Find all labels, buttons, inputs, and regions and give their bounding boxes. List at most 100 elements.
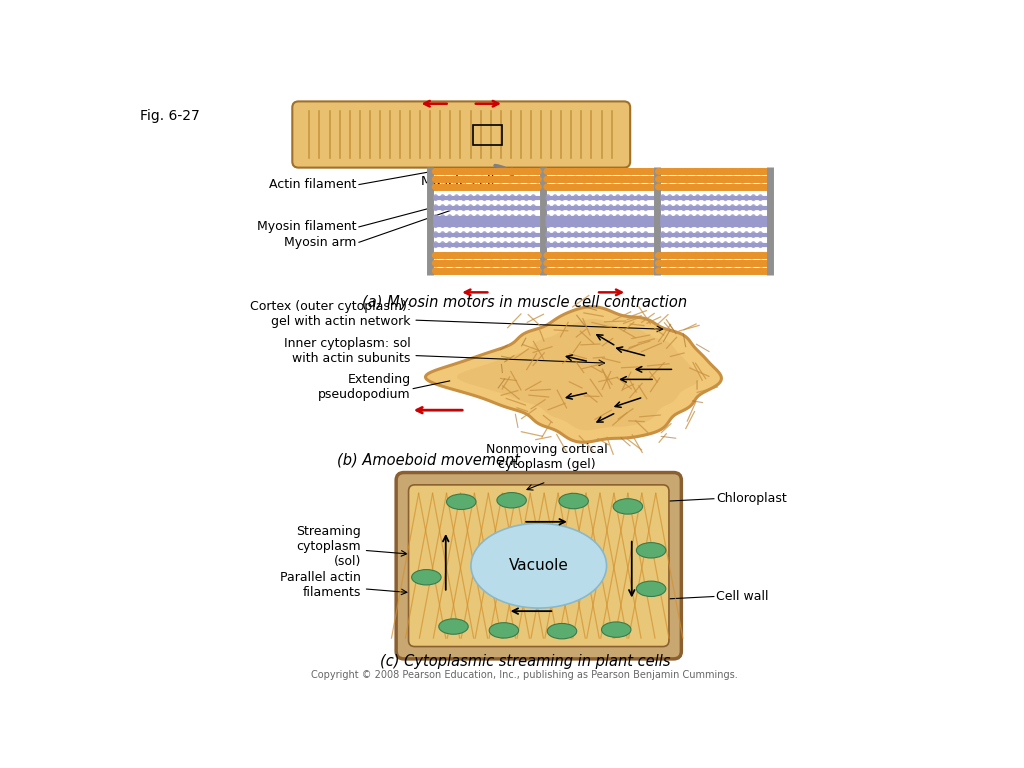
Ellipse shape (738, 184, 746, 190)
Ellipse shape (758, 267, 765, 274)
Ellipse shape (496, 221, 501, 228)
Ellipse shape (665, 252, 672, 259)
Ellipse shape (730, 221, 735, 228)
Ellipse shape (674, 176, 681, 183)
Ellipse shape (571, 176, 579, 183)
Ellipse shape (627, 184, 635, 190)
Ellipse shape (758, 252, 765, 259)
Ellipse shape (617, 168, 626, 175)
Ellipse shape (729, 184, 737, 190)
Ellipse shape (636, 217, 641, 224)
Ellipse shape (738, 176, 746, 183)
Ellipse shape (655, 184, 663, 190)
Ellipse shape (730, 231, 735, 238)
Ellipse shape (615, 221, 621, 228)
Ellipse shape (695, 214, 700, 221)
Ellipse shape (709, 204, 715, 211)
Ellipse shape (674, 204, 679, 211)
Ellipse shape (643, 241, 648, 248)
Ellipse shape (729, 252, 737, 259)
Ellipse shape (736, 214, 742, 221)
Ellipse shape (674, 221, 679, 228)
Ellipse shape (743, 221, 750, 228)
Ellipse shape (587, 231, 593, 238)
Ellipse shape (524, 168, 532, 175)
Ellipse shape (743, 241, 750, 248)
Ellipse shape (487, 176, 496, 183)
Ellipse shape (515, 184, 523, 190)
Ellipse shape (510, 217, 515, 224)
Ellipse shape (751, 231, 756, 238)
Ellipse shape (587, 204, 593, 211)
Ellipse shape (683, 184, 690, 190)
Ellipse shape (566, 204, 571, 211)
Ellipse shape (674, 231, 679, 238)
Ellipse shape (738, 252, 746, 259)
Ellipse shape (469, 252, 477, 259)
Ellipse shape (758, 231, 763, 238)
Ellipse shape (481, 194, 487, 201)
Ellipse shape (469, 176, 477, 183)
Ellipse shape (552, 231, 558, 238)
Ellipse shape (748, 252, 756, 259)
Ellipse shape (440, 241, 445, 248)
Ellipse shape (723, 217, 728, 224)
Ellipse shape (709, 194, 715, 201)
Ellipse shape (636, 241, 641, 248)
Ellipse shape (720, 176, 728, 183)
Ellipse shape (660, 194, 666, 201)
Ellipse shape (468, 214, 473, 221)
Ellipse shape (515, 267, 523, 274)
Ellipse shape (617, 176, 626, 183)
Ellipse shape (506, 168, 514, 175)
Ellipse shape (433, 221, 438, 228)
Ellipse shape (581, 221, 586, 228)
Ellipse shape (665, 176, 672, 183)
Ellipse shape (723, 204, 728, 211)
Ellipse shape (438, 619, 468, 634)
Ellipse shape (667, 204, 673, 211)
Ellipse shape (581, 267, 589, 274)
Ellipse shape (613, 498, 643, 514)
Ellipse shape (758, 194, 763, 201)
Ellipse shape (506, 176, 514, 183)
Ellipse shape (553, 260, 560, 266)
Ellipse shape (729, 168, 737, 175)
Ellipse shape (674, 217, 679, 224)
Ellipse shape (446, 217, 453, 224)
Ellipse shape (446, 221, 453, 228)
Ellipse shape (544, 184, 551, 190)
Ellipse shape (487, 184, 496, 190)
Ellipse shape (562, 176, 569, 183)
Ellipse shape (646, 184, 653, 190)
Ellipse shape (581, 214, 586, 221)
Ellipse shape (571, 168, 579, 175)
Ellipse shape (510, 204, 515, 211)
Ellipse shape (608, 260, 616, 266)
Ellipse shape (674, 252, 681, 259)
Ellipse shape (701, 241, 708, 248)
Ellipse shape (655, 267, 663, 274)
Ellipse shape (573, 241, 579, 248)
Ellipse shape (701, 194, 708, 201)
Ellipse shape (506, 252, 514, 259)
Ellipse shape (530, 221, 536, 228)
Ellipse shape (751, 214, 756, 221)
Ellipse shape (552, 241, 558, 248)
Ellipse shape (601, 217, 606, 224)
Ellipse shape (506, 267, 514, 274)
Ellipse shape (608, 176, 616, 183)
Ellipse shape (468, 231, 473, 238)
Ellipse shape (692, 252, 700, 259)
Ellipse shape (643, 194, 648, 201)
Ellipse shape (433, 241, 438, 248)
Ellipse shape (559, 231, 564, 238)
Text: (c) Cytoplasmic streaming in plant cells: (c) Cytoplasmic streaming in plant cells (380, 654, 670, 669)
Ellipse shape (723, 194, 728, 201)
Ellipse shape (636, 194, 641, 201)
Ellipse shape (488, 214, 495, 221)
Ellipse shape (523, 214, 529, 221)
Ellipse shape (594, 221, 600, 228)
Ellipse shape (643, 221, 648, 228)
Ellipse shape (478, 184, 486, 190)
